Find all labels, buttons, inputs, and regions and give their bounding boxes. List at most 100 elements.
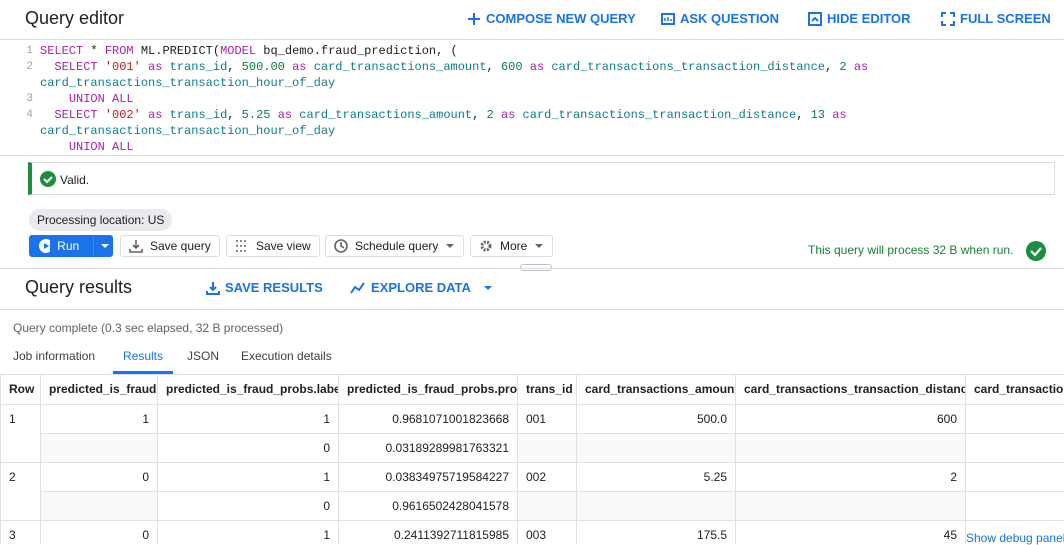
table-cell: 0.9681071001823668 [339, 405, 518, 434]
label: FULL SCREEN [960, 11, 1051, 26]
compose-button[interactable]: COMPOSE NEW QUERY [467, 11, 636, 26]
save-query-button[interactable]: Save query [120, 235, 220, 257]
icon [479, 239, 493, 253]
save-view-button[interactable]: Save view [226, 235, 320, 257]
table-cell: 0 [41, 521, 158, 545]
table-cell: 2 [736, 463, 966, 492]
divider [0, 155, 1064, 156]
label: Run [57, 239, 86, 253]
table-cell [1, 434, 41, 463]
estimate-icon [1026, 241, 1046, 261]
label: More [500, 239, 527, 253]
divider [0, 39, 1064, 40]
table-cell [41, 434, 158, 463]
table-cell: 0.03189289981763321 [339, 434, 518, 463]
tab[interactable]: Execution details [241, 349, 332, 363]
table-cell [577, 434, 736, 463]
table-cell: 1 [158, 521, 339, 545]
editor-title: Query editor [25, 8, 124, 29]
schedule-button[interactable]: Schedule query [325, 235, 464, 257]
table-cell: 0.2411392711815985 [339, 521, 518, 545]
column-header: predicted_is_fraud_probs.prob [339, 374, 518, 405]
code-text: UNION ALL [40, 91, 870, 107]
table-cell: 175.5 [577, 521, 736, 545]
column-header: trans_id [518, 374, 577, 405]
label: Save query [150, 239, 211, 253]
label: Schedule query [355, 239, 438, 253]
table-cell: 5.25 [577, 463, 736, 492]
table-cell [966, 434, 1064, 463]
divider [0, 268, 1064, 269]
table-cell: 1 [1, 405, 41, 434]
table-cell [966, 492, 1064, 521]
code-text: SELECT * FROM ML.PREDICT(MODEL bq_demo.f… [40, 43, 870, 59]
code-line: 3 UNION ALL [0, 91, 1064, 107]
table-cell: 0 [158, 492, 339, 521]
code-line: 4 SELECT '002' as trans_id, 5.25 as card… [0, 107, 1064, 139]
icon [350, 281, 366, 295]
icon [661, 12, 675, 26]
explore-button[interactable]: EXPLORE DATA [350, 280, 494, 295]
table-cell: 001 [518, 405, 577, 434]
run-button[interactable]: Run [29, 235, 113, 257]
validation-box: Valid. [28, 162, 1055, 195]
column-header: card_transactions_transaction_distance [736, 374, 966, 405]
table-cell [736, 434, 966, 463]
tab[interactable]: Job information [13, 349, 95, 363]
ask-button[interactable]: ASK QUESTION [661, 11, 779, 26]
label: COMPOSE NEW QUERY [486, 11, 636, 26]
code-text: SELECT '001' as trans_id, 500.00 as card… [40, 59, 870, 91]
check-icon [40, 171, 56, 187]
table-cell: 0 [158, 434, 339, 463]
table-cell [966, 405, 1064, 434]
label: Save view [256, 239, 311, 253]
code-line: UNION ALL [0, 139, 1064, 155]
column-header: card_transactions_transaction_hour_of_da… [966, 374, 1064, 405]
column-header: Row [1, 374, 41, 405]
table-cell [41, 492, 158, 521]
line-number: 1 [0, 43, 40, 59]
table-cell: 0.03834975719584227 [339, 463, 518, 492]
table-cell: 1 [158, 463, 339, 492]
icon [39, 239, 50, 253]
tab[interactable]: JSON [187, 349, 219, 363]
results-title: Query results [25, 277, 132, 298]
label: ASK QUESTION [680, 11, 779, 26]
column-header: predicted_is_fraud [41, 374, 158, 405]
icon [334, 239, 348, 253]
code-line: 2 SELECT '001' as trans_id, 500.00 as ca… [0, 59, 1064, 91]
fullscreen-button[interactable]: FULL SCREEN [941, 11, 1051, 26]
icon [467, 12, 481, 26]
tab[interactable]: Results [123, 349, 163, 363]
save-results-button[interactable]: SAVE RESULTS [206, 280, 323, 295]
table-cell: 1 [41, 405, 158, 434]
dropdown[interactable] [93, 236, 112, 256]
code-text: UNION ALL [40, 139, 870, 155]
location-chip: Processing location: US [29, 209, 172, 231]
table-cell: 500.0 [577, 405, 736, 434]
table-cell: 45 [736, 521, 966, 545]
column-header: card_transactions_amount [577, 374, 736, 405]
caret [445, 241, 455, 251]
table-cell [1, 492, 41, 521]
label: SAVE RESULTS [225, 280, 323, 295]
more-button[interactable]: More [470, 235, 553, 257]
debug-link[interactable]: Show debug panel [966, 531, 1064, 545]
divider [0, 309, 1064, 310]
validation-text: Valid. [60, 173, 89, 187]
table-cell: 1 [158, 405, 339, 434]
hide-button[interactable]: HIDE EDITOR [808, 11, 911, 26]
label: HIDE EDITOR [827, 11, 911, 26]
table-cell: 002 [518, 463, 577, 492]
table-cell: 3 [1, 521, 41, 545]
